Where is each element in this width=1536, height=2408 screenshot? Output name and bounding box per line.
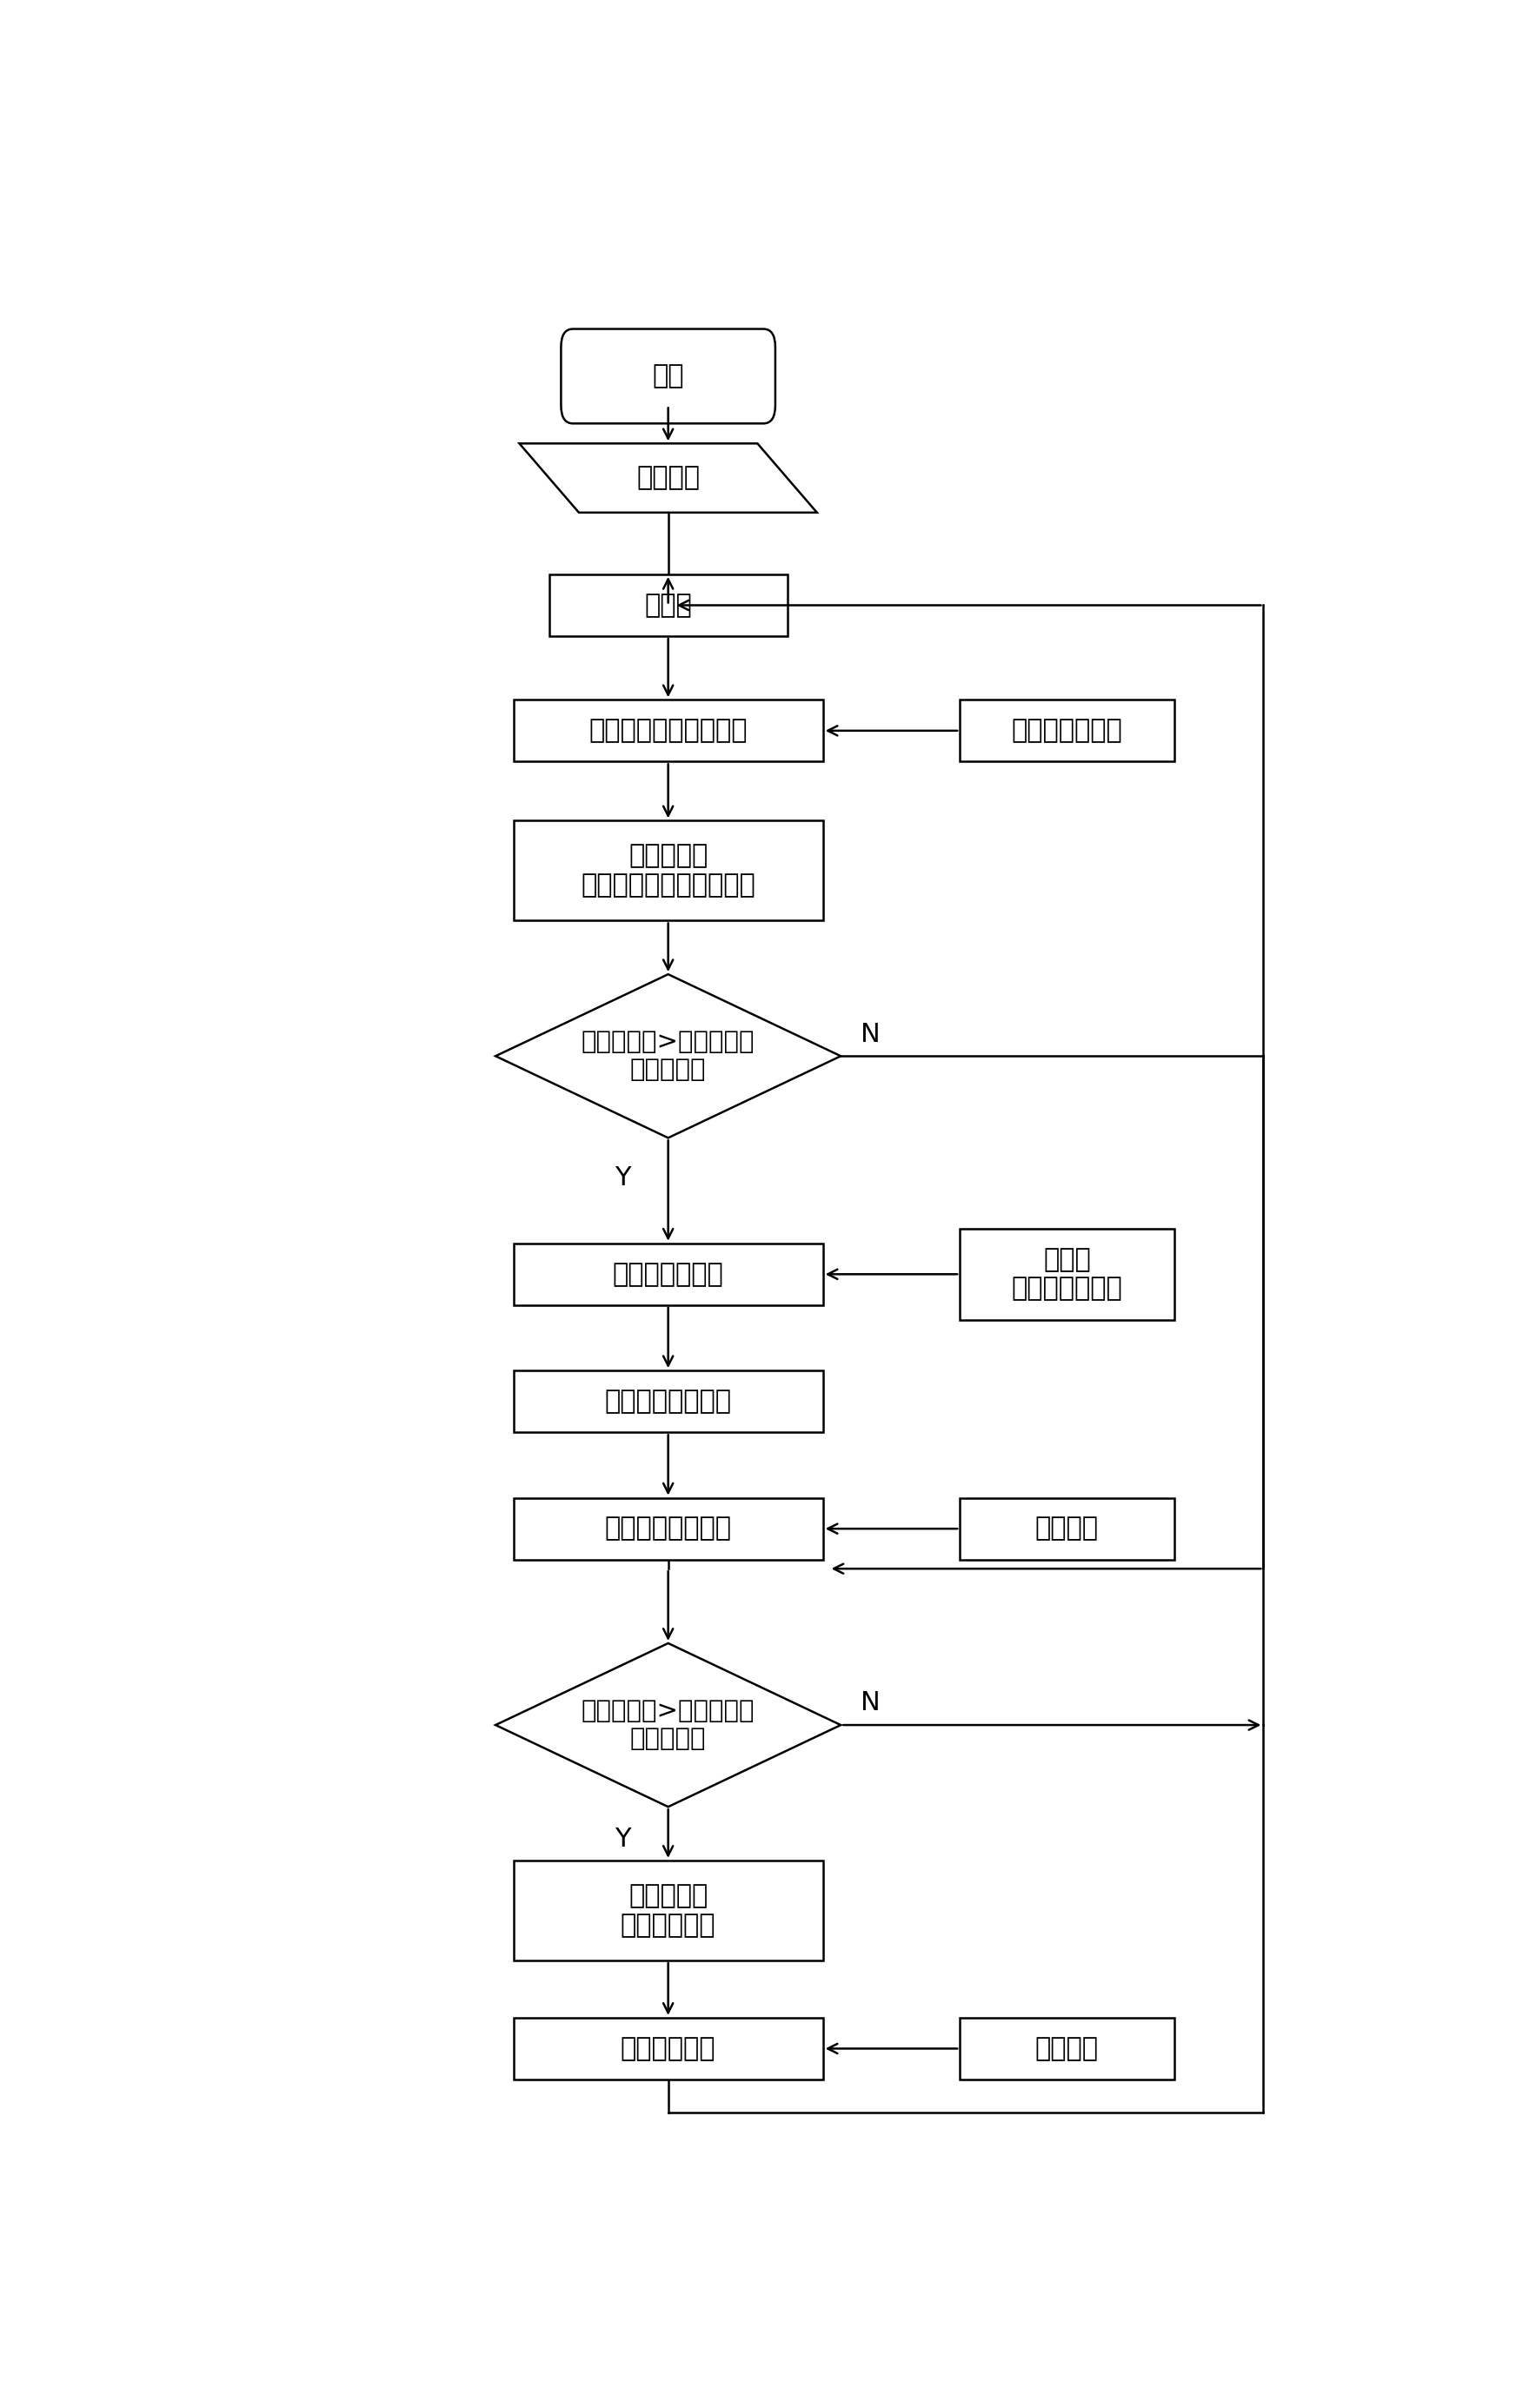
- Text: 光强度变化>弱变化阙値
或初次设置: 光强度变化>弱变化阙値 或初次设置: [582, 1698, 754, 1751]
- Text: 视频数据: 视频数据: [636, 465, 700, 491]
- Polygon shape: [519, 443, 817, 513]
- Bar: [513, 1370, 823, 1433]
- Bar: [960, 1498, 1174, 1560]
- Bar: [513, 701, 823, 761]
- FancyBboxPatch shape: [561, 330, 776, 424]
- Text: 计算当前帧
曝光特性数学模型光强度: 计算当前帧 曝光特性数学模型光强度: [581, 843, 756, 898]
- Text: 曝光参数预设置: 曝光参数预设置: [613, 1262, 723, 1286]
- Bar: [513, 2018, 823, 2081]
- Text: 抗条带干扰
曝光时间调整: 抗条带干扰 曝光时间调整: [621, 1883, 716, 1938]
- Bar: [513, 1243, 823, 1305]
- Bar: [960, 2018, 1174, 2081]
- Text: N: N: [860, 1690, 880, 1717]
- Text: 计算检测区加权亮度値: 计算检测区加权亮度値: [588, 718, 748, 744]
- Polygon shape: [496, 1642, 840, 1806]
- Text: 分区检测权重表: 分区检测权重表: [1011, 718, 1123, 744]
- Bar: [960, 701, 1174, 761]
- Bar: [513, 821, 823, 920]
- Text: 当前帧: 当前帧: [645, 592, 691, 619]
- Text: 光强度
曝光参数对照表: 光强度 曝光参数对照表: [1011, 1247, 1123, 1300]
- Text: 光强度变化>强变化阙値
或初次设置: 光强度变化>强变化阙値 或初次设置: [582, 1031, 754, 1081]
- Text: N: N: [860, 1021, 880, 1047]
- Bar: [960, 1228, 1174, 1320]
- Text: Y: Y: [614, 1828, 631, 1852]
- Text: Y: Y: [614, 1165, 631, 1190]
- Text: 曝光增益参数预置: 曝光增益参数预置: [605, 1517, 731, 1541]
- Polygon shape: [496, 975, 840, 1139]
- Bar: [513, 1861, 823, 1960]
- Text: 开始: 开始: [653, 364, 684, 388]
- Text: 目标亮度: 目标亮度: [1035, 1517, 1098, 1541]
- Bar: [513, 1498, 823, 1560]
- Bar: [550, 576, 786, 636]
- Text: 曝光增益调整: 曝光增益调整: [621, 2037, 716, 2061]
- Text: 目标亮度: 目标亮度: [1035, 2037, 1098, 2061]
- Text: 曝光时间参数预置: 曝光时间参数预置: [605, 1389, 731, 1413]
